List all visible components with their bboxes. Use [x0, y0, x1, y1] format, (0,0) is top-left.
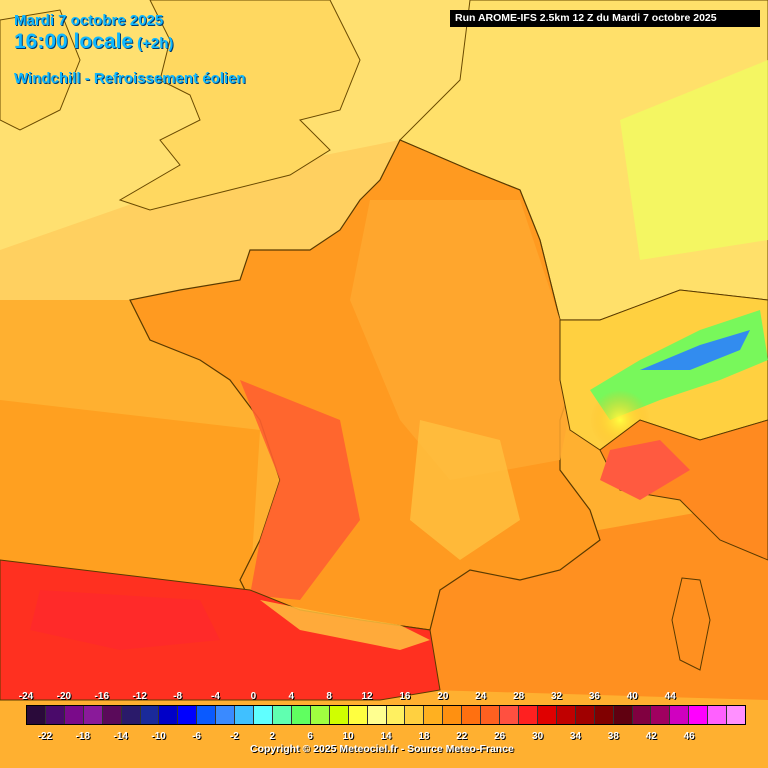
legend-swatch [518, 706, 538, 724]
legend-tick-label: 46 [683, 731, 695, 742]
ireland-land [0, 9, 81, 131]
legend-tick-label: -16 [94, 691, 110, 702]
legend-swatch [159, 706, 179, 724]
legend-tick-label: 30 [532, 731, 544, 742]
legend-tick-label: -14 [113, 731, 128, 742]
legend-swatch [102, 706, 122, 724]
legend-swatch [178, 706, 198, 724]
legend-tick-label: -6 [192, 731, 201, 742]
legend-swatch [481, 706, 501, 724]
legend-swatch [272, 706, 292, 724]
legend-swatch [613, 706, 633, 724]
legend-tick-label: 18 [418, 731, 430, 742]
legend-tick-label: 4 [288, 691, 295, 702]
legend-swatch [140, 706, 160, 724]
legend-tick-label: -24 [18, 691, 34, 702]
legend-swatch [424, 706, 444, 724]
legend-tick-label: 36 [588, 691, 600, 702]
legend-swatch [216, 706, 236, 724]
legend-swatch [405, 706, 425, 724]
legend-tick-label: 44 [664, 691, 676, 702]
legend-swatch [386, 706, 406, 724]
legend-tick-label: -18 [75, 731, 91, 742]
legend-tick-label: -8 [173, 691, 183, 702]
legend-tick-label: 34 [569, 731, 582, 742]
legend-swatch [310, 706, 330, 724]
legend-swatch [235, 706, 255, 724]
legend-swatch [83, 706, 103, 724]
legend-swatch [197, 706, 217, 724]
legend-tick-label: 2 [269, 731, 276, 742]
great-britain-land [118, 0, 361, 211]
legend-bottom-labels: -22 -18 -14 -10 -6 -2 2 6 10 14 18 22 26 30 34 38 42 46 [0, 731, 768, 745]
legend-tick-label: -12 [132, 691, 147, 702]
legend-tick-label: 6 [307, 731, 313, 742]
legend-tick-label: 26 [494, 731, 506, 742]
legend-colorbar [26, 705, 746, 725]
model-run-label: Run AROME-IFS 2.5km 12 Z du Mardi 7 octo… [450, 10, 760, 27]
legend-swatch [575, 706, 595, 724]
legend-tick-label: 0 [250, 691, 257, 702]
legend-swatch [121, 706, 141, 724]
legend-tick-label: 40 [626, 691, 638, 702]
legend-swatch [45, 706, 65, 724]
legend-swatch [689, 706, 709, 724]
legend-tick-label: -2 [229, 731, 239, 742]
forecast-date: Mardi 7 octobre 2025 [14, 12, 164, 29]
legend-tick-label: 24 [475, 691, 487, 702]
legend-swatch [594, 706, 614, 724]
legend-swatch [708, 706, 728, 724]
legend-swatch [500, 706, 519, 724]
parameter-name: Windchill - Refroissement éolien [14, 70, 246, 87]
legend-swatch [367, 706, 387, 724]
copyright-notice: Copyright © 2025 Meteociel.fr - Source M… [250, 743, 514, 755]
map-title-block: Mardi 7 octobre 2025 16:00 locale (+2h) W… [14, 12, 246, 88]
legend-top-labels: -24 -20 -16 -12 -8 -4 0 4 8 12 16 20 24 28 32 36 40 44 [0, 691, 768, 705]
legend-swatch [27, 706, 46, 724]
utc-offset: (+2h) [137, 35, 174, 52]
legend-swatch [329, 706, 349, 724]
legend-swatch [254, 706, 273, 724]
legend-tick-label: 22 [456, 731, 468, 742]
legend-swatch [64, 706, 84, 724]
legend-swatch [348, 706, 368, 724]
legend-tick-label: 38 [607, 731, 619, 742]
legend-swatch [291, 706, 311, 724]
legend-tick-label: -10 [151, 731, 166, 742]
legend-swatch [727, 706, 746, 724]
legend-tick-label: 20 [437, 691, 449, 702]
legend-tick-label: 32 [550, 691, 563, 702]
legend-swatch [443, 706, 463, 724]
legend-tick-label: 14 [380, 731, 392, 742]
legend-tick-label: -20 [56, 691, 72, 702]
legend-tick-label: -22 [37, 731, 53, 742]
legend-swatch [537, 706, 557, 724]
legend-tick-label: 8 [326, 691, 332, 702]
legend-tick-label: 16 [399, 691, 411, 702]
legend-tick-label: -4 [211, 691, 220, 702]
legend-tick-label: 10 [342, 731, 354, 742]
legend-tick-label: 42 [645, 731, 657, 742]
legend-swatch [651, 706, 671, 724]
legend-swatch [556, 706, 576, 724]
legend-swatch [462, 706, 482, 724]
legend-swatch [632, 706, 652, 724]
legend-swatch [670, 706, 690, 724]
corsica-land [671, 577, 711, 671]
legend-tick-label: 28 [513, 691, 525, 702]
forecast-time-value: 16:00 locale [14, 30, 134, 53]
legend-tick-label: 12 [361, 691, 373, 702]
forecast-time: 16:00 locale (+2h) [14, 30, 246, 56]
